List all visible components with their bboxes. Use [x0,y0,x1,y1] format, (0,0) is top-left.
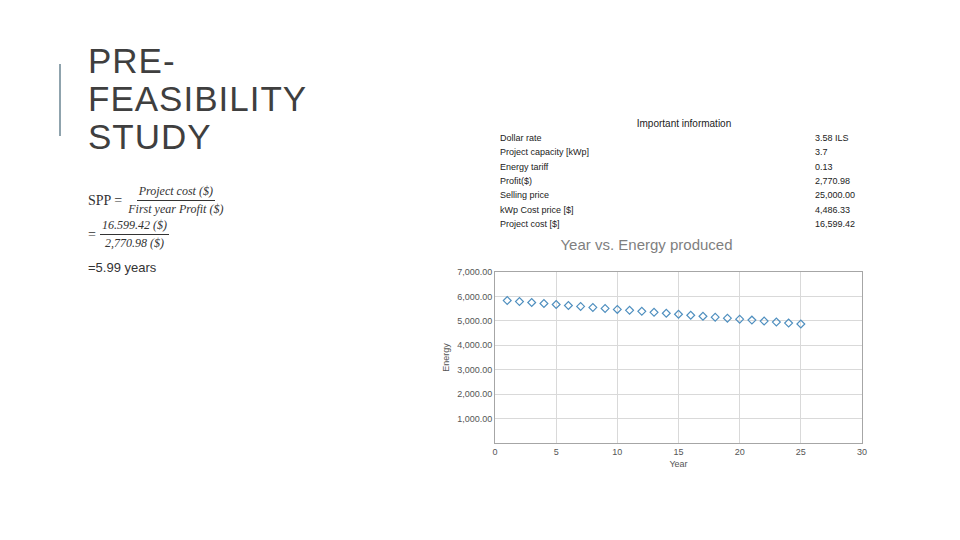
html-text:PRE-: PRE- [88,41,176,80]
html-text:16.599.42 ($): 16.599.42 ($) [101,218,167,232]
svg-text:5: 5 [554,447,559,457]
html-text:2,770.98: 2,770.98 [815,175,850,186]
html-text:=5.99 years: =5.99 years [88,260,157,275]
svg-text:15: 15 [673,447,683,457]
html-text:16,599.42: 16,599.42 [815,218,855,229]
svg-text:2,000.00: 2,000.00 [457,389,492,399]
svg-text:Year: Year [669,459,687,469]
svg-text:5,000.00: 5,000.00 [457,316,492,326]
html-text:2,770.98 ($): 2,770.98 ($) [104,236,164,250]
svg-text:6,000.00: 6,000.00 [457,292,492,302]
html-text:kWp Cost price [$]: kWp Cost price [$] [500,204,574,215]
html-text:STUDY: STUDY [88,117,212,156]
svg-text:0: 0 [492,447,497,457]
svg-text:25: 25 [796,447,806,457]
svg-text:Energy: Energy [441,343,451,372]
html-text:3.7: 3.7 [815,147,828,158]
html-text:0.13: 0.13 [815,161,833,172]
svg-text:10: 10 [612,447,622,457]
html-text:4,486.33: 4,486.33 [815,204,850,215]
html-text:Dollar rate: Dollar rate [500,133,542,143]
html-text:Important information: Important information [636,118,732,129]
html-text:Project cost ($): Project cost ($) [138,184,213,198]
svg-text:30: 30 [857,447,867,457]
svg-text:20: 20 [735,447,745,457]
html-text:Project capacity [kWp]: Project capacity [kWp] [500,147,589,158]
html-text:Profit($): Profit($) [500,175,532,186]
html-text:Selling price: Selling price [500,190,549,201]
html-text:3.58 ILS: 3.58 ILS [815,133,849,143]
html-text:First year Profit ($): First year Profit ($) [128,202,224,216]
html-text:Energy tariff: Energy tariff [500,161,549,172]
html-text:Project cost [$]: Project cost [$] [500,218,560,229]
html-text:25,000.00: 25,000.00 [815,190,855,201]
html-text:FEASIBILITY: FEASIBILITY [88,79,308,118]
html-text:SPP =: SPP = [88,192,123,208]
svg-text:3,000.00: 3,000.00 [457,365,492,375]
svg-text:7,000.00: 7,000.00 [457,267,492,277]
svg-text:4,000.00: 4,000.00 [457,340,492,350]
svg-text:1,000.00: 1,000.00 [457,414,492,424]
svg-text:Year vs. Energy produced: Year vs. Energy produced [560,236,732,253]
